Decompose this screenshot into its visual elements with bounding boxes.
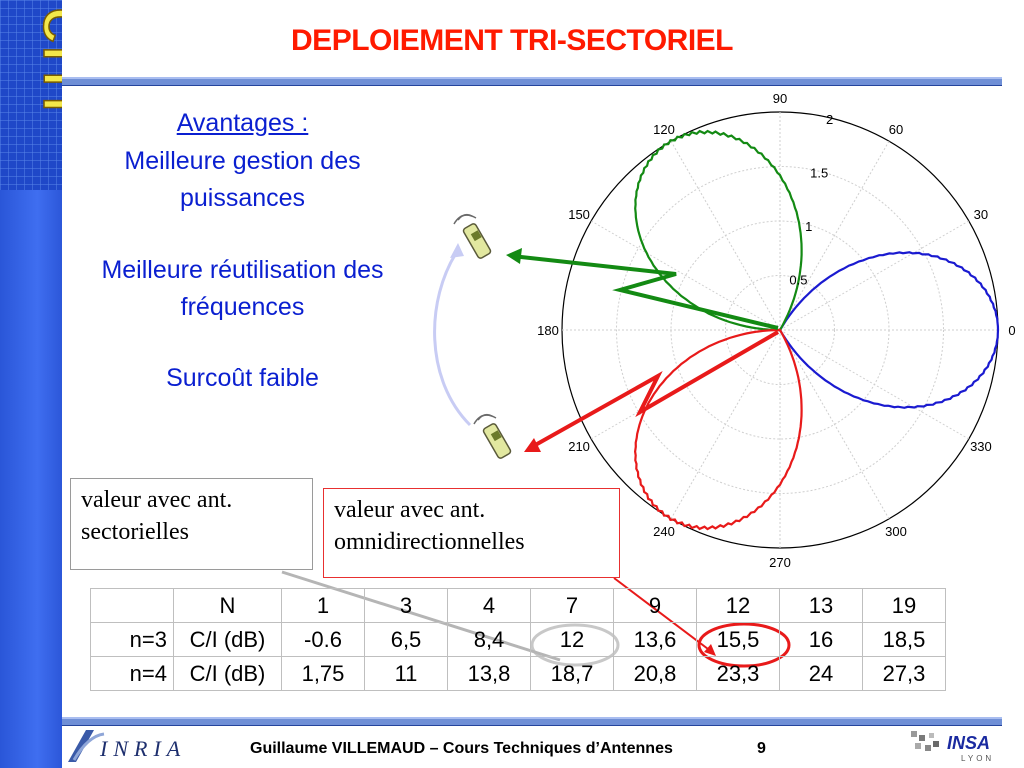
slide-title: DEPLOIEMENT TRI-SECTORIEL bbox=[291, 24, 733, 57]
table-header-cell bbox=[90, 588, 174, 623]
table-cell: 12 bbox=[530, 622, 614, 657]
polar-angle-label: 60 bbox=[889, 122, 903, 137]
advantages-heading: Avantages : bbox=[176, 109, 309, 137]
table-header-cell: 9 bbox=[613, 588, 697, 623]
table-row-metric: C/I (dB) bbox=[173, 622, 282, 657]
polar-spoke bbox=[779, 329, 970, 440]
top-divider-bar bbox=[62, 77, 1002, 86]
insa-logo-subtext: LYON bbox=[961, 754, 994, 763]
table-cell: 15,5 bbox=[696, 622, 780, 657]
polar-angle-label: 240 bbox=[653, 524, 675, 539]
table-cell: 24 bbox=[779, 656, 863, 691]
insa-logo: INSA LYON bbox=[911, 731, 994, 763]
note-omnidirectional-antennas: valeur avec ant. omnidirectionnelles bbox=[323, 488, 620, 578]
table-cell: 18,7 bbox=[530, 656, 614, 691]
handover-arc-head bbox=[450, 243, 464, 258]
table-cell: 27,3 bbox=[862, 656, 946, 691]
polar-angle-label: 90 bbox=[773, 91, 787, 106]
polar-angle-label: 30 bbox=[974, 207, 988, 222]
polar-radial-label: 2 bbox=[826, 112, 833, 127]
table-header-cell: 1 bbox=[281, 588, 365, 623]
polar-series-lobe bbox=[778, 251, 1000, 409]
table-cell: 6,5 bbox=[364, 622, 448, 657]
polar-labels: 0 30 60 90 120 150 180 210 240 270 300 330 0.5 1 1.5 2 bbox=[537, 91, 1015, 570]
table-row-label: n=3 bbox=[90, 622, 174, 657]
polar-spoke bbox=[779, 220, 970, 331]
table-cell: 23,3 bbox=[696, 656, 780, 691]
citi-logo-text: CITI bbox=[33, 8, 62, 115]
polar-angle-label: 0 bbox=[1008, 323, 1015, 338]
polar-spoke bbox=[590, 220, 781, 331]
table-cell: -0.6 bbox=[281, 622, 365, 657]
polar-angle-label: 300 bbox=[885, 524, 907, 539]
note-sectorial-antennas: valeur avec ant. sectorielles bbox=[70, 478, 313, 570]
table-header-cell: 19 bbox=[862, 588, 946, 623]
table-row: n=4 C/I (dB) 1,75 11 13,8 18,7 20,8 23,3… bbox=[90, 656, 946, 691]
table-header-row: N 1 3 4 7 9 12 13 19 bbox=[90, 588, 946, 623]
polar-spoke bbox=[779, 329, 890, 520]
polar-angle-label: 210 bbox=[568, 439, 590, 454]
footer-author-course: Guillaume VILLEMAUD – Cours Techniques d… bbox=[250, 740, 673, 757]
ci-table: N 1 3 4 7 9 12 13 19 n=3 C/I (dB) -0.6 6… bbox=[90, 588, 946, 691]
table-row-metric: C/I (dB) bbox=[173, 656, 282, 691]
polar-spoke bbox=[670, 329, 781, 520]
advantage-power-management: Meilleure gestion des puissances bbox=[124, 147, 361, 212]
polar-angle-label: 150 bbox=[568, 207, 590, 222]
advantage-frequency-reuse: Meilleure réutilisation des fréquences bbox=[101, 256, 384, 321]
table-cell: 13,8 bbox=[447, 656, 531, 691]
polar-spoke bbox=[670, 140, 781, 331]
table-cell: 16 bbox=[779, 622, 863, 657]
red-link-arrow bbox=[529, 330, 780, 450]
table-header-cell: N bbox=[173, 588, 282, 623]
table-header-cell: 4 bbox=[447, 588, 531, 623]
polar-ring bbox=[725, 275, 835, 385]
table-header-cell: 3 bbox=[364, 588, 448, 623]
table-header-cell: 7 bbox=[530, 588, 614, 623]
polar-angle-label: 120 bbox=[653, 122, 675, 137]
bottom-divider-bar bbox=[62, 717, 1002, 726]
red-arrow-head bbox=[524, 438, 541, 452]
table-header-cell: 13 bbox=[779, 588, 863, 623]
inria-logo-text: INRIA bbox=[99, 736, 186, 761]
polar-series-lobe bbox=[633, 328, 803, 531]
table-cell: 1,75 bbox=[281, 656, 365, 691]
green-arrow-head bbox=[506, 248, 522, 264]
table-cell: 18,5 bbox=[862, 622, 946, 657]
advantage-low-cost: Surcoût faible bbox=[166, 364, 319, 392]
polar-series-lobe bbox=[634, 129, 803, 332]
phone-icon bbox=[473, 413, 512, 459]
polar-angle-label: 330 bbox=[970, 439, 992, 454]
table-cell: 13,6 bbox=[613, 622, 697, 657]
green-link-arrow bbox=[511, 254, 779, 330]
insa-logo-text: INSA bbox=[947, 733, 990, 753]
handover-arc bbox=[433, 249, 472, 427]
polar-radial-label: 0.5 bbox=[789, 273, 807, 288]
polar-angle-label: 180 bbox=[537, 323, 559, 338]
phone-icon bbox=[453, 213, 492, 259]
inria-logo: INRIA bbox=[68, 730, 186, 762]
polar-spoke bbox=[779, 140, 890, 331]
table-cell: 8,4 bbox=[447, 622, 531, 657]
polar-ring bbox=[616, 166, 944, 494]
polar-angle-label: 270 bbox=[769, 555, 791, 570]
table-header-cell: 12 bbox=[696, 588, 780, 623]
polar-radial-label: 1.5 bbox=[810, 166, 828, 181]
citi-logo: CITI bbox=[0, 0, 62, 190]
table-cell: 20,8 bbox=[613, 656, 697, 691]
polar-radial-label: 1 bbox=[805, 219, 812, 234]
table-row-label: n=4 bbox=[90, 656, 174, 691]
polar-series-group bbox=[633, 129, 1000, 531]
table-row: n=3 C/I (dB) -0.6 6,5 8,4 12 13,6 15,5 1… bbox=[90, 622, 946, 657]
table-cell: 11 bbox=[364, 656, 448, 691]
page-number: 9 bbox=[757, 740, 766, 757]
